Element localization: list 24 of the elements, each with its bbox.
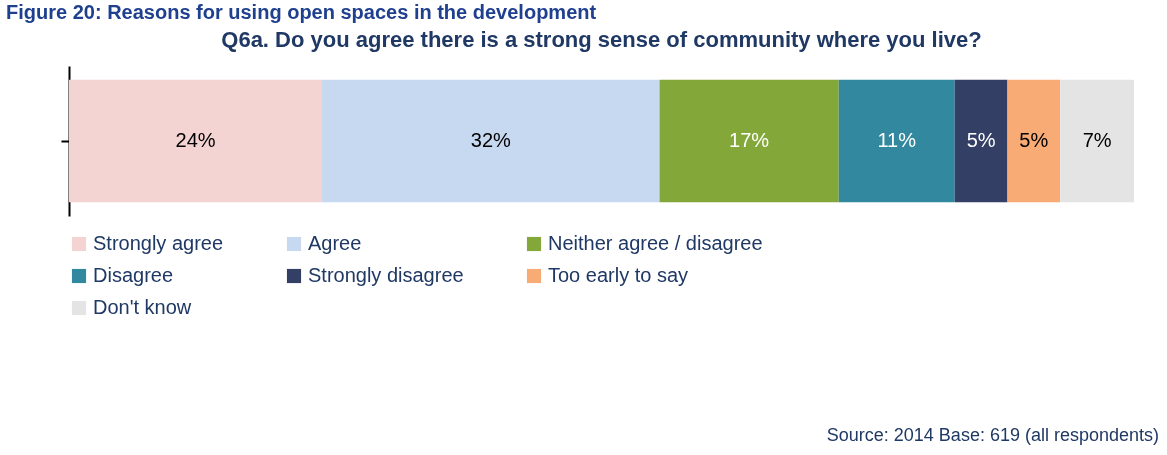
source-note: Source: 2014 Base: 619 (all respondents) <box>826 425 1159 446</box>
legend-label: Strongly disagree <box>308 264 464 286</box>
bar <box>954 79 1008 203</box>
legend-label: Neither agree / disagree <box>548 232 763 254</box>
data-label: 24% <box>175 129 216 151</box>
chart-subtitle: Q6a. Do you agree there is a strong sense of community where you live? <box>221 27 982 52</box>
data-label: 7% <box>1082 129 1112 151</box>
bar <box>322 79 660 203</box>
bar <box>1060 79 1134 203</box>
legend-label: Too early to say <box>548 264 689 286</box>
legend-label: Don't know <box>93 296 192 318</box>
data-label: 17% <box>729 129 770 151</box>
bar <box>1007 79 1061 203</box>
data-label: 5% <box>1019 129 1049 151</box>
bar <box>838 79 955 203</box>
bar <box>659 79 839 203</box>
data-label: 32% <box>470 129 512 151</box>
bar <box>69 79 323 203</box>
legend-label: Agree <box>308 232 362 254</box>
legend-label: Disagree <box>93 264 174 286</box>
legend-label: Strongly agree <box>93 232 224 254</box>
data-label: 5% <box>966 129 996 151</box>
data-label: 11% <box>877 129 917 151</box>
chart-title: Figure 20: Reasons for using open spaces in the development <box>5 0 598 24</box>
